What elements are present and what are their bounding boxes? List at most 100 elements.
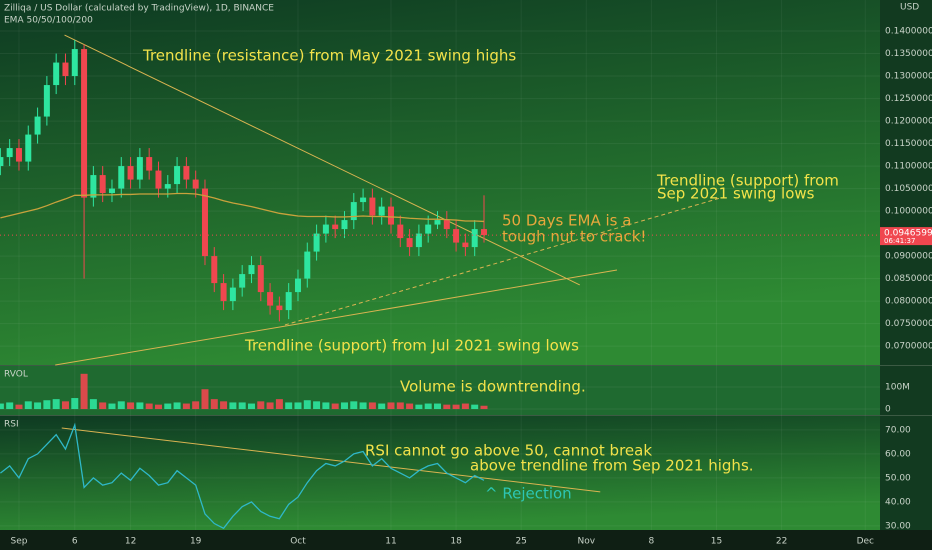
candle-body (471, 229, 478, 248)
volume-bar (257, 401, 265, 410)
candle-body (43, 85, 50, 117)
volume-bar (452, 404, 460, 410)
x-tick-label: Oct (290, 537, 306, 547)
volume-bar (238, 402, 246, 410)
volume-bar (359, 402, 367, 410)
volume-bar (331, 403, 339, 410)
last-price-box (880, 227, 932, 246)
candle-body (6, 148, 13, 158)
candle-body (229, 287, 236, 302)
volume-bar (15, 404, 23, 410)
trendline (55, 269, 618, 366)
candle-body (332, 224, 339, 230)
x-tick-label: 19 (190, 537, 202, 547)
candle-body (174, 166, 181, 185)
volume-bar (34, 402, 42, 410)
volume-bar (378, 403, 386, 410)
volume-bar (303, 400, 311, 410)
candle-body (201, 188, 208, 257)
y-tick-label: 40.00 (885, 497, 911, 507)
x-tick-label: 11 (385, 537, 396, 547)
volume-bar (322, 402, 330, 410)
volume-bar (443, 404, 451, 410)
volume-bar (387, 402, 395, 410)
annotation: Trendline (support) from (656, 172, 839, 190)
volume-bar (340, 402, 348, 410)
x-tick-label: 22 (776, 537, 787, 547)
candle-body (443, 220, 450, 230)
candle-body (108, 188, 115, 194)
volume-bar (433, 403, 441, 410)
volume-bar (99, 402, 107, 410)
volume-bar (266, 402, 274, 410)
candle-body (285, 292, 292, 311)
candle-body (81, 49, 88, 198)
volume-bar (294, 402, 302, 410)
volume-bar (461, 403, 469, 410)
candle-body (322, 224, 329, 234)
volume-bar (275, 399, 283, 410)
annotation: tough nut to crack! (502, 228, 646, 246)
candle-body (183, 166, 190, 180)
ema-line (0, 192, 485, 223)
price-pane (0, 0, 880, 365)
candle-body (462, 242, 469, 248)
candle-body (0, 157, 4, 167)
volume-bar (368, 402, 376, 410)
volume-bar (471, 404, 479, 410)
candle-body (211, 256, 218, 284)
volume-bar (247, 403, 255, 410)
y-tick-label: 70.00 (885, 425, 911, 435)
candle-body (294, 278, 301, 293)
candle-body (378, 206, 385, 216)
annotation: Volume is downtrending. (400, 378, 586, 396)
pane-label: RSI (4, 420, 19, 430)
candle-body (34, 116, 41, 135)
trendline (284, 197, 721, 326)
candle-body (71, 49, 78, 77)
x-tick-label: Dec (857, 537, 874, 547)
candle-body (350, 202, 357, 221)
candle-body (220, 283, 227, 302)
volume-bar (229, 402, 237, 410)
volume-bar (164, 403, 172, 410)
annotation: above trendline from Sep 2021 highs. (470, 457, 754, 475)
candle-body (53, 62, 60, 86)
candle-body (239, 274, 246, 288)
x-tick-label: 15 (711, 537, 722, 547)
x-tick-label: Nov (578, 537, 596, 547)
volume-bar (285, 402, 293, 410)
candle-body (387, 206, 394, 225)
volume-bar (182, 403, 190, 410)
candle-body (99, 175, 106, 194)
candle-body (453, 229, 460, 243)
volume-bar (415, 404, 423, 410)
annotation: Trendline (support) from Jul 2021 swing … (244, 337, 579, 355)
candle-body (62, 62, 69, 77)
candle-body (146, 157, 153, 171)
candle-body (397, 224, 404, 239)
x-tick-label: 18 (450, 537, 462, 547)
y-tick-label: 50.00 (885, 473, 911, 483)
candle-body (127, 166, 134, 180)
candle-body (425, 224, 432, 234)
volume-bar (127, 402, 135, 410)
volume-bar (52, 399, 60, 410)
candle-body (164, 184, 171, 189)
time-axis (0, 530, 932, 550)
candle-body (304, 251, 311, 279)
y-tick-label: 60.00 (885, 449, 911, 459)
annotation: 50 Days EMA is a (502, 212, 631, 230)
trendline (64, 34, 581, 286)
volume-bar (424, 403, 432, 410)
x-tick-label: 25 (515, 537, 526, 547)
